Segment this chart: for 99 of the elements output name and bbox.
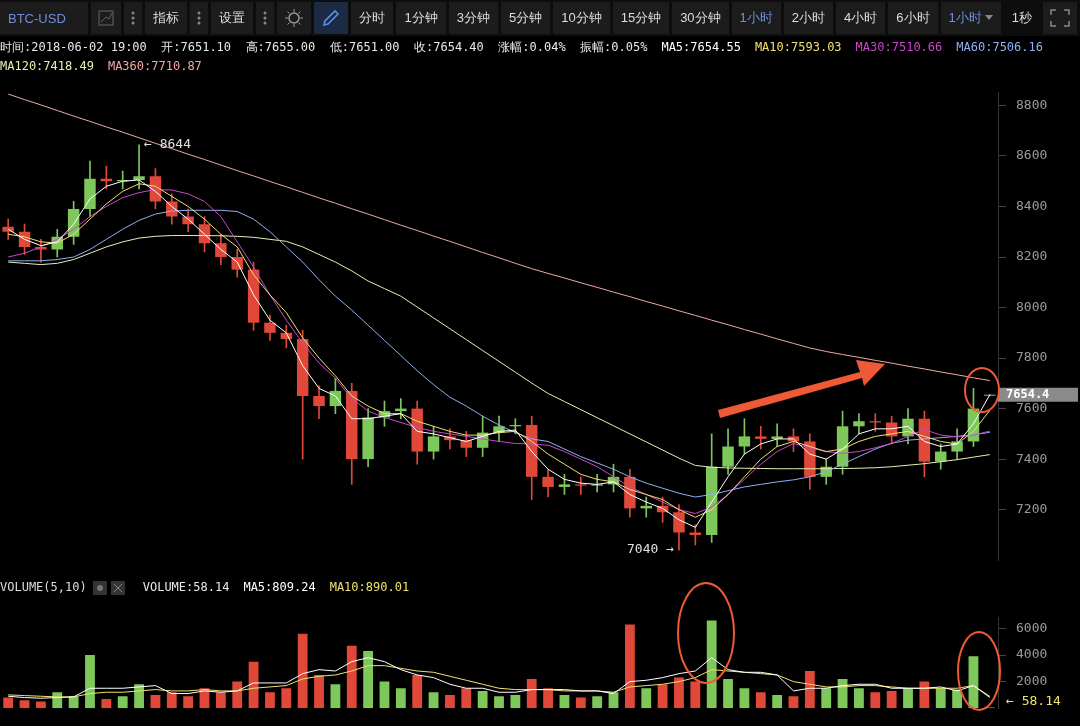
bar bbox=[854, 688, 864, 709]
bar bbox=[886, 690, 897, 709]
bar bbox=[379, 681, 390, 709]
bar bbox=[265, 692, 275, 709]
chart-subtitle: 时间:2018-06-02 19:00 开:7651.10 高:7655.00 低:7651.00 收:7654.40 涨幅:0.04% 振幅:0.05% bbox=[0, 39, 648, 56]
candlestick bbox=[575, 476, 587, 495]
bar bbox=[494, 696, 504, 709]
bar bbox=[821, 688, 832, 709]
y-tick-label: 7400 bbox=[1016, 450, 1048, 466]
text: 15分钟 bbox=[612, 2, 670, 34]
bar bbox=[166, 692, 177, 709]
bar bbox=[755, 692, 766, 709]
bar bbox=[592, 696, 603, 709]
y-tick-label: 6000 bbox=[1016, 619, 1048, 635]
text: 3分钟 bbox=[448, 2, 498, 34]
text: MA120:7418.49 bbox=[0, 58, 94, 75]
y-tick-label: 8000 bbox=[1016, 298, 1048, 314]
y-tick-label: 7600 bbox=[1016, 399, 1048, 415]
bar bbox=[870, 692, 881, 709]
text: 5分钟 bbox=[500, 2, 551, 34]
y-tick-label: 2000 bbox=[1016, 672, 1048, 688]
bar bbox=[412, 674, 423, 709]
text: MA5:809.24 bbox=[243, 579, 316, 596]
annotation: ← 8644 bbox=[144, 136, 192, 152]
text: 30分钟 bbox=[672, 2, 729, 34]
chart-subtitle: VOLUME:58.14 bbox=[142, 579, 230, 596]
bar bbox=[674, 677, 684, 709]
chart-title: VOLUME(5,10) bbox=[0, 579, 87, 596]
bar bbox=[952, 689, 963, 709]
bar bbox=[19, 700, 30, 709]
y-tick-label: 4000 bbox=[1016, 646, 1048, 662]
text: 2小时 bbox=[783, 2, 834, 34]
annotation: 7040 → bbox=[627, 541, 675, 557]
bar bbox=[461, 688, 472, 709]
bar bbox=[706, 620, 717, 709]
bar bbox=[772, 694, 783, 709]
text: 设置 bbox=[211, 2, 254, 34]
bar bbox=[624, 624, 635, 709]
bar bbox=[85, 655, 95, 709]
bar bbox=[428, 692, 439, 709]
bar bbox=[641, 688, 652, 709]
bar bbox=[526, 678, 537, 709]
bar bbox=[183, 696, 194, 709]
bar bbox=[330, 684, 341, 709]
bar bbox=[575, 697, 586, 709]
bar bbox=[657, 684, 668, 709]
text: MA30:7510.66 bbox=[855, 39, 943, 56]
bar bbox=[117, 696, 128, 709]
text: MA10:7593.03 bbox=[754, 39, 842, 56]
text: MA60:7506.16 bbox=[956, 39, 1043, 56]
text: 4小时 bbox=[836, 2, 886, 34]
candlestick bbox=[869, 413, 882, 432]
bar bbox=[346, 645, 357, 709]
bar bbox=[477, 690, 488, 709]
text: 7654.4 bbox=[1006, 386, 1050, 401]
bar bbox=[314, 674, 324, 709]
text: 1秒 bbox=[1003, 2, 1040, 34]
text: 指标 bbox=[145, 2, 188, 34]
bar bbox=[543, 688, 553, 709]
y-tick-label: 7200 bbox=[1016, 501, 1048, 517]
bar bbox=[739, 688, 750, 709]
bar bbox=[723, 678, 733, 709]
bar bbox=[903, 688, 913, 709]
text: 1分钟 bbox=[396, 2, 446, 34]
bar bbox=[919, 681, 930, 709]
bar bbox=[150, 694, 161, 709]
text: 10分钟 bbox=[553, 2, 610, 34]
candlestick bbox=[689, 524, 702, 546]
candlestick bbox=[755, 425, 767, 450]
bar bbox=[281, 688, 292, 709]
y-tick-label: 8200 bbox=[1016, 248, 1048, 264]
bar bbox=[804, 670, 815, 709]
text: 分时 bbox=[351, 2, 394, 34]
text: MA360:7710.87 bbox=[107, 58, 202, 75]
text: MA10:890.01 bbox=[329, 579, 410, 596]
bar bbox=[395, 688, 406, 709]
bar bbox=[510, 694, 521, 709]
bar bbox=[690, 681, 701, 709]
y-tick-label: 8400 bbox=[1016, 197, 1048, 213]
bar bbox=[363, 651, 374, 709]
bar bbox=[935, 688, 946, 709]
bar bbox=[297, 633, 308, 709]
y-tick-label: 8800 bbox=[1016, 96, 1048, 112]
bar bbox=[445, 694, 455, 709]
bar bbox=[3, 697, 14, 709]
y-tick-label: 8600 bbox=[1016, 147, 1048, 163]
candlestick bbox=[133, 144, 145, 190]
text: BTC-USD bbox=[0, 2, 89, 34]
bar bbox=[232, 681, 243, 709]
text: 1小时 bbox=[731, 2, 781, 34]
y-tick-label: 7800 bbox=[1016, 349, 1048, 365]
bar bbox=[788, 696, 799, 709]
text: MA5:7654.55 bbox=[661, 39, 741, 56]
bar bbox=[215, 692, 226, 709]
bar bbox=[101, 698, 112, 709]
text: 6小时 bbox=[888, 2, 938, 34]
text: ← 58.14 bbox=[1006, 692, 1061, 708]
bar bbox=[35, 701, 46, 709]
text: 1小时 bbox=[940, 2, 1001, 34]
